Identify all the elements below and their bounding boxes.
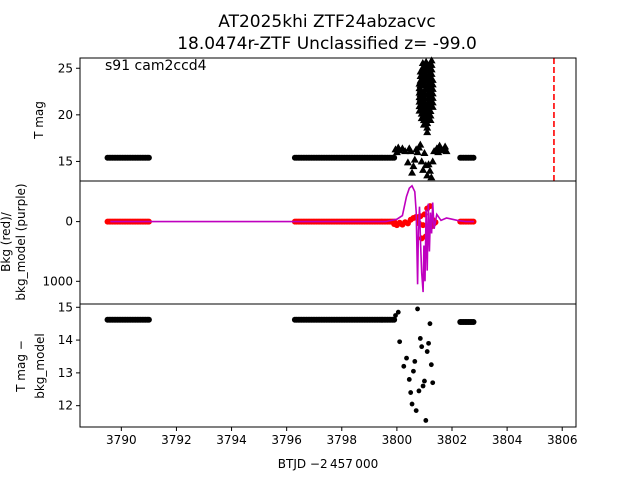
diff-point xyxy=(427,321,433,327)
panel-tmag: 15 20 25 xyxy=(58,56,577,182)
bkg-model-line xyxy=(110,184,474,293)
tmag-point xyxy=(428,84,437,92)
tmag-point xyxy=(423,123,432,131)
diff-frame xyxy=(79,303,577,428)
diff-point xyxy=(406,377,412,382)
diff-point xyxy=(393,313,398,318)
tmag-point xyxy=(423,128,432,136)
diff-point xyxy=(412,359,418,364)
diff-point xyxy=(422,378,427,384)
bkg-tick-label: 1000 xyxy=(42,274,73,288)
diff-point xyxy=(401,363,407,369)
bkg-point xyxy=(420,222,427,229)
tmag-point xyxy=(427,56,436,64)
tmag-point xyxy=(428,89,437,97)
tmag-point xyxy=(426,115,435,123)
tmag-point xyxy=(417,157,426,165)
tmag-point xyxy=(391,154,398,161)
tmag-point xyxy=(428,157,437,165)
x-tick-label: 3790 xyxy=(106,433,137,447)
tmag-point xyxy=(442,147,451,155)
bkg-tick-label: 0 xyxy=(65,215,73,229)
tmag-point xyxy=(419,165,428,173)
y-axis-label-diff-line2: bkg_model xyxy=(33,333,47,399)
diff-point xyxy=(409,401,415,407)
tmag-point xyxy=(427,65,436,73)
tmag-point xyxy=(423,171,432,179)
y-axis-label-tmag: T mag xyxy=(32,101,46,140)
panel-bkg: 0 1000 xyxy=(42,180,577,305)
x-tick-label: 3804 xyxy=(492,433,523,447)
y-axis-label-bkg-line2: bkg_model (purple) xyxy=(14,183,28,300)
tmag-point xyxy=(408,168,417,176)
tmag-point xyxy=(403,158,412,166)
tmag-frame xyxy=(79,57,577,182)
bkg-frame xyxy=(79,180,577,305)
x-tick-label: 3800 xyxy=(382,433,413,447)
diff-point xyxy=(145,316,152,323)
diff-point xyxy=(415,306,420,312)
tmag-tick-label: 25 xyxy=(58,61,73,75)
x-tick-label: 3794 xyxy=(216,433,247,447)
tmag-point xyxy=(145,154,152,161)
tmag-point xyxy=(409,162,418,170)
tmag-point xyxy=(427,60,436,68)
tmag-point xyxy=(416,140,425,148)
x-tick-label: 3802 xyxy=(437,433,468,447)
tmag-point xyxy=(413,148,422,156)
diff-point xyxy=(426,340,431,346)
tmag-point xyxy=(410,155,419,163)
diff-point xyxy=(416,388,422,394)
diff-point xyxy=(424,349,430,354)
tmag-point xyxy=(426,106,435,114)
tmag-point xyxy=(441,142,450,150)
tmag-point xyxy=(470,154,477,161)
x-tick-label: 3806 xyxy=(547,433,578,447)
diff-point xyxy=(413,408,419,413)
tmag-point xyxy=(428,93,437,101)
diff-point xyxy=(391,316,398,323)
figure-title-line2: 18.0474r-ZTF Unclassified z= -99.0 xyxy=(177,34,477,54)
diff-point xyxy=(408,390,414,395)
y-axis-label-diff-line1: T mag − xyxy=(14,340,28,393)
diff-tick-label: 15 xyxy=(58,300,73,314)
tmag-tick-label: 20 xyxy=(58,108,73,122)
tmag-point xyxy=(427,173,436,181)
x-tick-label: 3792 xyxy=(161,433,192,447)
diff-point xyxy=(397,339,403,345)
diff-point xyxy=(423,418,429,423)
tmag-point xyxy=(401,147,410,155)
diff-tick-label: 14 xyxy=(58,333,73,347)
tmag-point xyxy=(406,147,415,155)
x-tick-label: 3796 xyxy=(271,433,302,447)
x-axis-label: BTJD −2 457 000 xyxy=(278,457,378,471)
diff-point xyxy=(395,309,401,315)
x-tick-label: 3798 xyxy=(327,433,358,447)
tmag-point xyxy=(428,80,437,88)
diff-point xyxy=(428,362,434,368)
diff-point xyxy=(417,336,423,341)
diff-point xyxy=(430,380,436,386)
y-axis-label-bkg-line1: Bkg (red)/ xyxy=(0,211,13,272)
tmag-point xyxy=(427,69,436,77)
diff-point xyxy=(420,383,426,389)
diff-tick-label: 12 xyxy=(58,399,73,413)
diff-point xyxy=(470,319,477,326)
tmag-tick-label: 15 xyxy=(58,154,73,168)
tmag-point xyxy=(428,102,437,110)
tmag-point xyxy=(426,111,435,119)
tmag-point xyxy=(425,166,434,174)
panel-annotation: s91 cam2ccd4 xyxy=(105,58,207,74)
figure-title-line1: AT2025khi ZTF24abzacvc xyxy=(218,12,435,32)
diff-point xyxy=(404,355,409,361)
diff-point xyxy=(419,344,425,350)
tmag-point xyxy=(420,149,429,157)
diff-tick-label: 13 xyxy=(58,366,73,380)
tmag-point xyxy=(428,75,437,83)
tmag-point xyxy=(424,160,433,168)
tmag-point xyxy=(428,98,437,106)
diff-point xyxy=(411,368,416,374)
panel-tmag-minus-model: 12 13 14 15 3790 3792 3794 3796 3798 3800 3802 3804… xyxy=(58,300,578,447)
